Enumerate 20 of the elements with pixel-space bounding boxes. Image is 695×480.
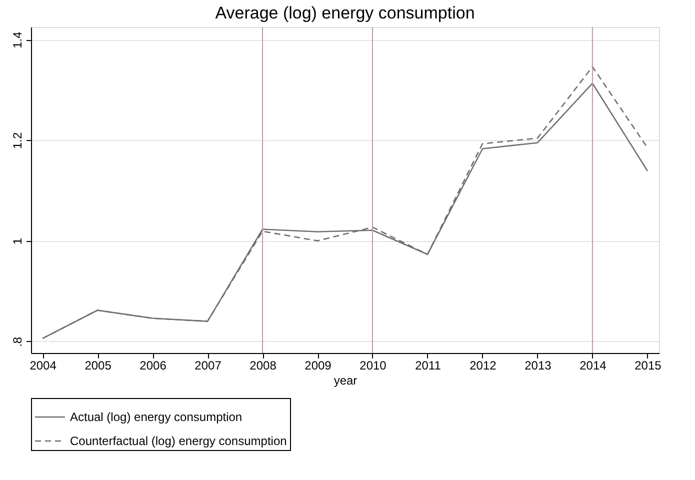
y-tick-label: 1 (10, 238, 24, 245)
x-tick-label: 2006 (140, 358, 167, 372)
y-tick-label: 1.2 (10, 132, 24, 150)
x-tick-label: 2004 (30, 358, 57, 372)
x-tick-label: 2008 (250, 358, 277, 372)
x-tick-label: 2009 (304, 358, 332, 372)
y-tick-label: 1.4 (10, 31, 24, 48)
x-tick-label: 2013 (524, 358, 552, 372)
x-tick-label: 2007 (194, 358, 222, 372)
legend-label: Counterfactual (log) energy consumption (70, 434, 287, 448)
x-tick-label: 2014 (580, 358, 607, 372)
chart-title: Average (log) energy consumption (215, 4, 475, 22)
legend-label: Actual (log) energy consumption (70, 410, 242, 424)
x-tick-label: 2015 (634, 358, 662, 372)
x-tick-label: 2010 (360, 358, 387, 372)
x-axis-title: year (334, 374, 358, 388)
x-tick-label: 2011 (415, 358, 442, 372)
x-tick-label: 2005 (84, 358, 112, 372)
y-tick-label: .8 (10, 336, 24, 347)
x-tick-label: 2012 (470, 358, 497, 372)
